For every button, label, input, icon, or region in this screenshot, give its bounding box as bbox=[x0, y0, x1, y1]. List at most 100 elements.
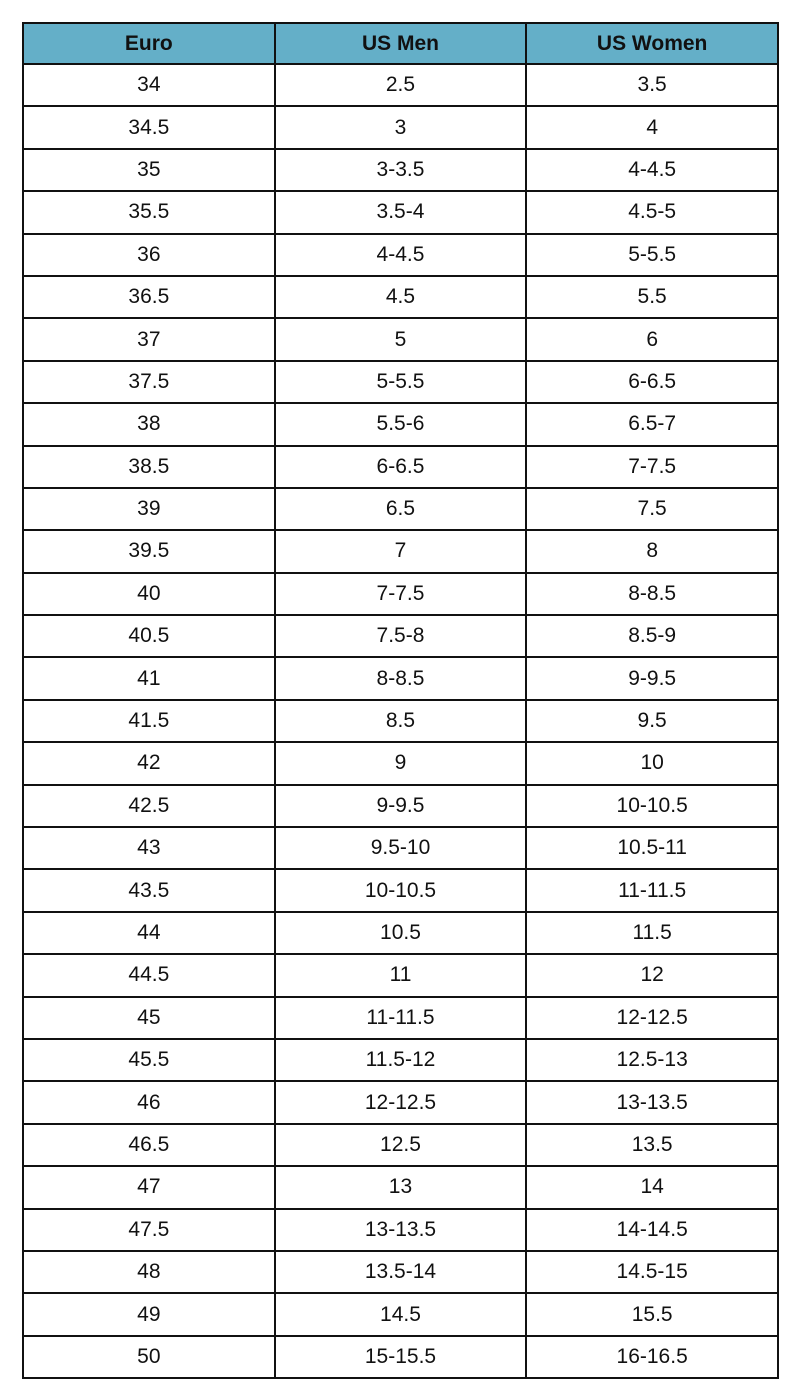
cell-euro: 46.5 bbox=[22, 1122, 276, 1168]
table-row: 43.5 10-10.5 11-11.5 bbox=[22, 868, 779, 913]
cell-us-men: 2.5 bbox=[273, 62, 528, 108]
cell-euro: 43 bbox=[22, 826, 276, 871]
cell-us-men: 14.5 bbox=[273, 1292, 528, 1337]
cell-us-men: 15-15.5 bbox=[273, 1334, 528, 1380]
cell-euro: 37 bbox=[22, 317, 276, 362]
cell-us-men: 12-12.5 bbox=[273, 1080, 528, 1125]
table-row: 43 9.5-10 10.5-11 bbox=[22, 826, 779, 871]
cell-euro: 35 bbox=[22, 147, 276, 193]
cell-us-women: 12-12.5 bbox=[525, 995, 779, 1040]
table-row: 36 4-4.5 5-5.5 bbox=[22, 232, 779, 277]
cell-us-men: 4.5 bbox=[273, 274, 528, 320]
cell-us-men: 9-9.5 bbox=[273, 783, 528, 829]
cell-us-women: 7.5 bbox=[525, 486, 779, 532]
cell-us-women: 10-10.5 bbox=[525, 783, 779, 829]
cell-us-men: 9.5-10 bbox=[273, 826, 528, 871]
table-row: 46.5 12.5 13.5 bbox=[22, 1122, 779, 1168]
cell-euro: 38 bbox=[22, 402, 276, 447]
header-row: Euro US Men US Women bbox=[22, 22, 779, 65]
cell-us-men: 5.5-6 bbox=[273, 402, 528, 447]
table-row: 34.5 3 4 bbox=[22, 105, 779, 150]
cell-us-men: 5 bbox=[273, 317, 528, 362]
cell-us-women: 6-6.5 bbox=[525, 359, 779, 405]
table-row: 35.5 3.5-4 4.5-5 bbox=[22, 190, 779, 235]
table-row: 38 5.5-6 6.5-7 bbox=[22, 402, 779, 447]
cell-euro: 39.5 bbox=[22, 529, 276, 574]
cell-us-men: 3 bbox=[273, 105, 528, 150]
cell-us-men: 10-10.5 bbox=[273, 868, 528, 913]
cell-us-men: 3.5-4 bbox=[273, 190, 528, 235]
cell-us-women: 8-8.5 bbox=[525, 571, 779, 617]
table-row: 38.5 6-6.5 7-7.5 bbox=[22, 444, 779, 489]
cell-euro: 43.5 bbox=[22, 868, 276, 913]
cell-us-men: 12.5 bbox=[273, 1122, 528, 1168]
cell-us-women: 6.5-7 bbox=[525, 402, 779, 447]
table-row: 44.5 11 12 bbox=[22, 953, 779, 998]
cell-us-men: 6-6.5 bbox=[273, 444, 528, 489]
table-row: 44 10.5 11.5 bbox=[22, 910, 779, 956]
cell-us-women: 9.5 bbox=[525, 698, 779, 744]
cell-us-men: 7.5-8 bbox=[273, 614, 528, 659]
table-row: 42 9 10 bbox=[22, 741, 779, 786]
cell-us-women: 10.5-11 bbox=[525, 826, 779, 871]
table-row: 48 13.5-14 14.5-15 bbox=[22, 1249, 779, 1295]
table-row: 40.5 7.5-8 8.5-9 bbox=[22, 614, 779, 659]
table-row: 45.5 11.5-12 12.5-13 bbox=[22, 1037, 779, 1083]
cell-euro: 48 bbox=[22, 1249, 276, 1295]
cell-euro: 39 bbox=[22, 486, 276, 532]
cell-us-women: 12.5-13 bbox=[525, 1037, 779, 1083]
cell-us-men: 5-5.5 bbox=[273, 359, 528, 405]
cell-euro: 45 bbox=[22, 995, 276, 1040]
table-row: 41 8-8.5 9-9.5 bbox=[22, 656, 779, 701]
table-row: 50 15-15.5 16-16.5 bbox=[22, 1334, 779, 1380]
cell-us-men: 7-7.5 bbox=[273, 571, 528, 617]
cell-us-women: 12 bbox=[525, 953, 779, 998]
table-row: 41.5 8.5 9.5 bbox=[22, 698, 779, 744]
cell-us-men: 8-8.5 bbox=[273, 656, 528, 701]
cell-us-women: 11-11.5 bbox=[525, 868, 779, 913]
cell-euro: 40.5 bbox=[22, 614, 276, 659]
table-row: 45 11-11.5 12-12.5 bbox=[22, 995, 779, 1040]
cell-us-women: 14 bbox=[525, 1165, 779, 1210]
cell-us-women: 4 bbox=[525, 105, 779, 150]
cell-euro: 44 bbox=[22, 910, 276, 956]
cell-us-women: 9-9.5 bbox=[525, 656, 779, 701]
cell-us-men: 11-11.5 bbox=[273, 995, 528, 1040]
cell-us-men: 13-13.5 bbox=[273, 1207, 528, 1252]
cell-euro: 36.5 bbox=[22, 274, 276, 320]
cell-us-women: 4-4.5 bbox=[525, 147, 779, 193]
cell-euro: 42.5 bbox=[22, 783, 276, 829]
cell-us-men: 11 bbox=[273, 953, 528, 998]
cell-us-men: 7 bbox=[273, 529, 528, 574]
cell-us-men: 6.5 bbox=[273, 486, 528, 532]
cell-us-women: 6 bbox=[525, 317, 779, 362]
cell-us-women: 16-16.5 bbox=[525, 1334, 779, 1380]
table-row: 34 2.5 3.5 bbox=[22, 62, 779, 108]
table-row: 47.5 13-13.5 14-14.5 bbox=[22, 1207, 779, 1252]
cell-euro: 37.5 bbox=[22, 359, 276, 405]
column-header-us-men: US Men bbox=[273, 22, 528, 65]
cell-us-men: 8.5 bbox=[273, 698, 528, 744]
cell-us-men: 11.5-12 bbox=[273, 1037, 528, 1083]
cell-us-women: 14-14.5 bbox=[525, 1207, 779, 1252]
cell-us-women: 7-7.5 bbox=[525, 444, 779, 489]
cell-euro: 46 bbox=[22, 1080, 276, 1125]
cell-euro: 45.5 bbox=[22, 1037, 276, 1083]
cell-us-women: 5.5 bbox=[525, 274, 779, 320]
table-row: 35 3-3.5 4-4.5 bbox=[22, 147, 779, 193]
table-row: 49 14.5 15.5 bbox=[22, 1292, 779, 1337]
size-conversion-table: Euro US Men US Women 34 2.5 3.5 34.5 3 4 35 3-3… bbox=[22, 22, 779, 1380]
cell-us-women: 14.5-15 bbox=[525, 1249, 779, 1295]
cell-euro: 44.5 bbox=[22, 953, 276, 998]
cell-us-men: 9 bbox=[273, 741, 528, 786]
cell-euro: 34 bbox=[22, 62, 276, 108]
column-header-us-women: US Women bbox=[525, 22, 779, 65]
table-row: 37.5 5-5.5 6-6.5 bbox=[22, 359, 779, 405]
table-body: 34 2.5 3.5 34.5 3 4 35 3-3.5 4-4.5 35.5 3.5-4 4.5-5… bbox=[22, 62, 779, 1380]
table-row: 46 12-12.5 13-13.5 bbox=[22, 1080, 779, 1125]
cell-us-men: 3-3.5 bbox=[273, 147, 528, 193]
cell-euro: 36 bbox=[22, 232, 276, 277]
cell-euro: 40 bbox=[22, 571, 276, 617]
cell-us-women: 11.5 bbox=[525, 910, 779, 956]
cell-us-women: 4.5-5 bbox=[525, 190, 779, 235]
